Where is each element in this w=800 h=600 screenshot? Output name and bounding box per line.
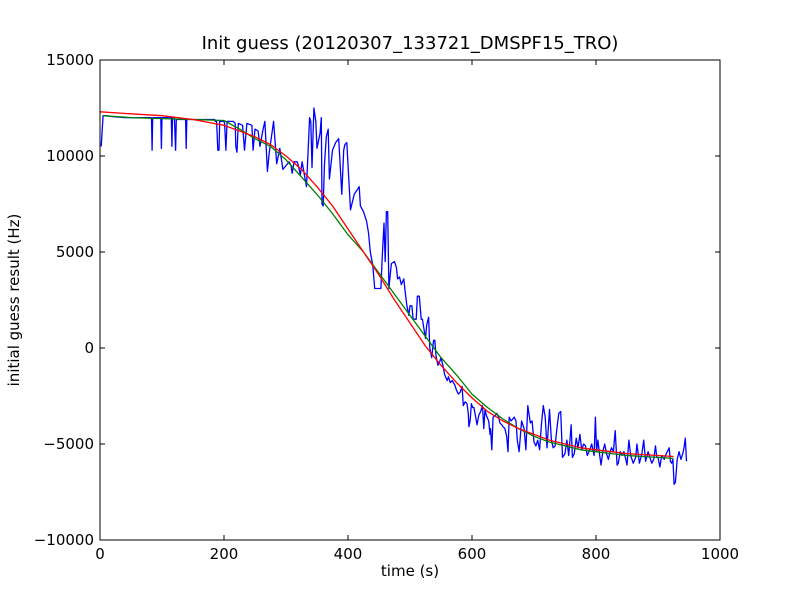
x-tick-label: 200 (210, 545, 239, 563)
y-tick-label: −5000 (43, 435, 94, 453)
x-axis-label: time (s) (381, 562, 439, 580)
x-tick-label: 1000 (701, 545, 739, 563)
series-line-3 (100, 111, 674, 458)
x-axis: 0 200 400 600 800 1000 (95, 60, 739, 563)
y-tick-label: 0 (84, 339, 94, 357)
y-tick-label: 15000 (46, 51, 94, 69)
plot-frame (99, 59, 721, 541)
y-tick-label: 5000 (56, 243, 94, 261)
y-axis: −10000 −5000 0 5000 10000 15000 (34, 51, 720, 549)
series-layer (100, 107, 688, 485)
plot-area: 0 200 400 600 800 1000 −10000 −5000 0 5000 10000 1… (34, 51, 739, 563)
series-line-1 (100, 107, 688, 485)
chart-title: Init guess (20120307_133721_DMSPF15_TRO) (202, 33, 619, 54)
x-tick-label: 600 (458, 545, 487, 563)
y-tick-label: 10000 (46, 147, 94, 165)
x-tick-label: 400 (334, 545, 363, 563)
y-tick-label: −10000 (34, 531, 94, 549)
x-tick-label: 0 (95, 545, 105, 563)
y-axis-label: initial guess result (Hz) (5, 214, 23, 387)
x-tick-label: 800 (582, 545, 611, 563)
